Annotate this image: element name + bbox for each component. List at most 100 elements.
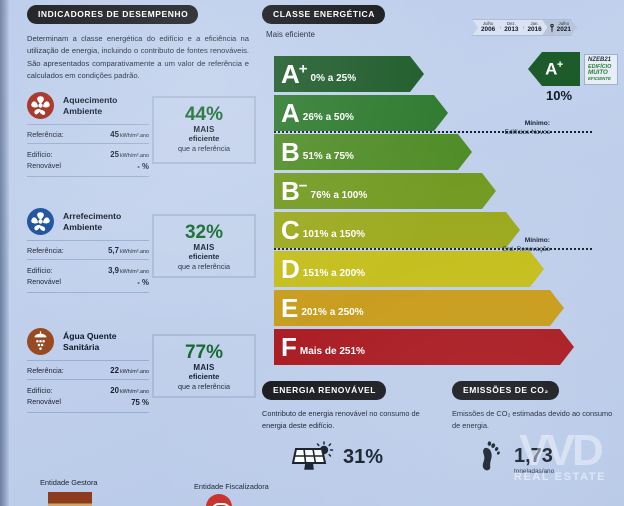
energy-class-scale: A+ 0% a 25% A 26% a 50% B 51% a 75% B− 7… xyxy=(274,56,574,368)
renewable-value: - % xyxy=(137,277,149,287)
co2-emissions-value-row: 1,73 toneladas/ano xyxy=(452,439,620,475)
efficiency-box-hot-water: 77% MAIS eficiente que a referência xyxy=(152,334,256,398)
building-labels: Edifício: Renovável xyxy=(27,266,61,288)
indicator-hot-water-title: Água Quente Sanitária xyxy=(63,331,116,353)
class-range: 151% a 200% xyxy=(302,268,366,279)
indicator-cooling-building-row: Edifício: Renovável 3,9kWh/m².ano - % xyxy=(27,260,149,292)
indicator-hot-water-title-line1: Água Quente xyxy=(63,330,117,341)
class-range: 101% a 150% xyxy=(302,229,366,240)
minimum-value: Edifícios Novos xyxy=(504,128,550,136)
co2-emissions-panel: EMISSÕES DE CO₂ Emissões de CO₂ estimada… xyxy=(452,380,620,475)
building-unit: kWh/m².ano xyxy=(119,389,149,395)
divider xyxy=(27,124,149,125)
class-letter: A+ xyxy=(281,59,308,89)
class-bar-a-plus[interactable]: A+ 0% a 25% xyxy=(274,56,574,92)
nzeb-line3: MUITO xyxy=(588,68,608,76)
renewable-label: Renovável xyxy=(27,160,61,170)
co2-emissions-value: 1,73 xyxy=(514,444,553,467)
class-letter: C xyxy=(281,215,300,245)
indicator-hot-water: Água Quente Sanitária Referência: 22kWh/… xyxy=(27,328,259,414)
timeline-year: 2013 xyxy=(504,26,519,34)
building-unit: kWh/m².ano xyxy=(119,153,149,159)
class-letter: B− xyxy=(281,176,308,206)
divider xyxy=(27,292,149,294)
indicator-heating-rows: Referência: 45kWh/m².ano Edifício: Renov… xyxy=(27,125,149,178)
building-label: Edifício: xyxy=(27,266,53,275)
renewable-label: Renovável xyxy=(27,396,61,406)
efficiency-percent-heating: 44% xyxy=(184,104,224,125)
minimum-line-new-buildings xyxy=(274,131,592,133)
building-unit: kWh/m².ano xyxy=(119,269,149,275)
reference-label: Referência: xyxy=(27,130,64,139)
efficiency-mais-cooling: MAIS xyxy=(193,242,215,252)
renewable-energy-panel: ENERGIA RENOVÁVEL Contributo de energia … xyxy=(262,380,444,475)
building-label: Edifício: xyxy=(27,150,53,159)
class-bar-e[interactable]: E 201% a 250% xyxy=(274,290,574,326)
indicator-heating-head: Aquecimento Ambiente xyxy=(27,92,259,124)
class-range: Mais de 251% xyxy=(299,346,365,357)
indicator-heating-building-row: Edifício: Renovável 25kWh/m².ano - % xyxy=(27,144,149,176)
key-icon xyxy=(550,23,554,33)
nzeb-line2: EDIFÍCIO xyxy=(588,63,612,70)
class-bar-b-minus[interactable]: B− 76% a 100% xyxy=(274,173,574,209)
indicator-hot-water-head: Água Quente Sanitária xyxy=(27,328,259,360)
performance-indicators-section: INDICADORES DE DESEMPENHO Determinam a c… xyxy=(27,4,255,82)
indicator-hot-water-reference-row: Referência: 22kWh/m².ano xyxy=(27,361,149,379)
efficiency-mais-heating: MAIS xyxy=(193,124,215,134)
divider xyxy=(27,240,149,241)
entidade-gestora-label: Entidade Gestora xyxy=(40,478,98,487)
minimum-label-new-buildings: Mínimo: Edifícios Novos xyxy=(466,120,550,138)
building-number: 25 xyxy=(110,150,119,159)
reference-unit: kWh/m².ano xyxy=(119,369,149,375)
building-value: 3,9kWh/m².ano xyxy=(108,265,149,277)
class-letter: F xyxy=(281,332,297,362)
minimum-title: Mínimo: xyxy=(524,237,550,244)
indicator-cooling-title-line2: Ambiente xyxy=(63,221,103,232)
performance-intro-text: Determinam a classe energética do edifíc… xyxy=(27,34,249,80)
efficiency-percent-cooling: 32% xyxy=(184,222,224,243)
class-bar-b[interactable]: B 51% a 75% xyxy=(274,134,574,170)
co2-emissions-text: Emissões de CO₂ estimadas devido ao cons… xyxy=(452,409,613,430)
most-efficient-label: Mais eficiente xyxy=(266,30,315,39)
timeline-item-2006[interactable]: Julho 2006 xyxy=(472,19,501,36)
efficiency-box-cooling: 32% MAIS eficiente que a referência xyxy=(152,214,256,278)
building-values: 3,9kWh/m².ano - % xyxy=(108,265,149,288)
entidade-fiscalizadora-label: Entidade Fiscalizadora xyxy=(194,482,269,491)
class-range: 0% a 25% xyxy=(310,73,357,84)
renewable-energy-value-row: 31% xyxy=(262,440,444,475)
building-number: 3,9 xyxy=(108,266,119,275)
class-bar-f[interactable]: F Mais de 251% xyxy=(274,329,574,365)
timeline-item-2021[interactable]: Julho 2021 xyxy=(542,19,577,36)
indicator-heating: Aquecimento Ambiente Referência: 45kWh/m… xyxy=(27,92,259,178)
efficiency-sub1-cooling: eficiente xyxy=(188,251,220,261)
fan-icon xyxy=(27,92,54,119)
renewable-energy-header: ENERGIA RENOVÁVEL xyxy=(262,381,387,400)
indicator-cooling-rows: Referência: 5,7kWh/m².ano Edifício: Reno… xyxy=(27,241,149,294)
timeline-month: Julho xyxy=(558,20,570,26)
class-range: 201% a 250% xyxy=(301,307,364,318)
energy-class-header: CLASSE ENERGÉTICA xyxy=(262,5,385,24)
building-values: 25kWh/m².ano - % xyxy=(110,149,149,172)
reference-number: 22 xyxy=(110,366,119,375)
result-class-letter: A+ xyxy=(545,58,563,79)
efficiency-percent-hot-water: 77% xyxy=(184,342,224,363)
entidade-fiscalizadora-logo xyxy=(206,494,232,506)
class-bar-d[interactable]: D 151% a 200% xyxy=(274,251,574,287)
class-letter: E xyxy=(281,293,298,323)
indicator-heating-reference-row: Referência: 45kWh/m².ano xyxy=(27,125,149,143)
class-bar-a[interactable]: A 26% a 50% xyxy=(274,95,574,131)
building-labels: Edifício: Renovável xyxy=(27,150,61,172)
class-range: 26% a 50% xyxy=(302,112,354,123)
nzeb-badge: NZEB21 EDIFÍCIO MUITO EFICIENTE xyxy=(584,54,618,85)
divider xyxy=(27,176,149,178)
reference-number: 45 xyxy=(110,130,119,139)
regulation-timeline: Julho 2006 Dez. 2013 Jan. 2016 Julho 202… xyxy=(472,19,577,36)
building-value: 25kWh/m².ano xyxy=(110,149,149,161)
solar-panel-icon xyxy=(292,440,334,470)
result-class-arrow: A+ xyxy=(528,52,580,86)
efficiency-sub2-hot-water: que a referência xyxy=(178,381,230,391)
class-bar-c[interactable]: C 101% a 150% xyxy=(274,212,574,248)
energy-class-section: CLASSE ENERGÉTICA xyxy=(262,4,618,24)
efficiency-box-heating: 44% MAIS eficiente que a referência xyxy=(152,96,256,164)
